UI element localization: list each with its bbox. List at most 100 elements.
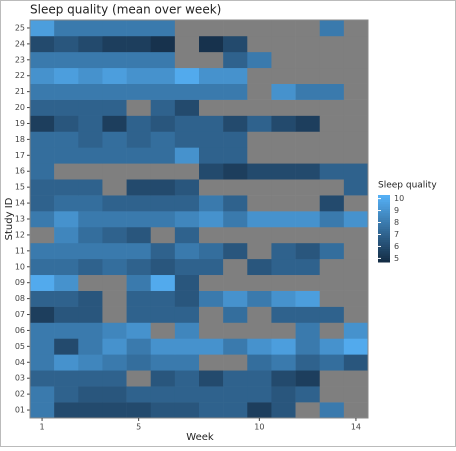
heat-cell xyxy=(126,83,152,100)
heat-cell xyxy=(126,179,152,196)
heat-cell xyxy=(199,35,224,53)
heat-cell xyxy=(78,402,103,419)
heat-cell xyxy=(247,99,272,116)
colorbar-step xyxy=(378,244,390,247)
heat-cell xyxy=(199,306,224,323)
heat-cell xyxy=(295,338,321,355)
heat-cell xyxy=(319,131,345,148)
heat-cell xyxy=(126,115,152,132)
heat-cell xyxy=(174,258,200,276)
heat-cell xyxy=(102,147,127,164)
heat-cell xyxy=(78,20,103,37)
y-tick-label: 15 xyxy=(15,183,25,192)
heat-cell xyxy=(199,115,224,132)
heat-cell xyxy=(199,179,224,196)
colorbar-step xyxy=(378,217,390,221)
heat-cell xyxy=(223,226,248,244)
heat-cell xyxy=(295,20,321,37)
heat-cell xyxy=(174,226,200,244)
heat-cell xyxy=(319,83,345,100)
heat-cell xyxy=(174,147,200,164)
heat-cell xyxy=(223,99,248,116)
heat-cell xyxy=(247,20,272,37)
heat-cell xyxy=(102,354,127,371)
y-axis-label: Study ID xyxy=(4,197,15,240)
heat-cell xyxy=(271,306,296,323)
heat-cell xyxy=(150,226,176,244)
legend-tick-label: 7 xyxy=(394,230,399,239)
heat-cell xyxy=(54,211,79,228)
heat-cell xyxy=(343,274,369,291)
heat-cell xyxy=(174,51,200,69)
heat-cell xyxy=(174,290,200,307)
heat-cell xyxy=(174,163,200,180)
heat-cell xyxy=(78,338,103,355)
panel-border xyxy=(29,19,369,419)
heat-cell xyxy=(150,99,176,116)
colorbar-step xyxy=(378,210,390,214)
colorbar-step xyxy=(378,255,390,259)
heat-cell xyxy=(295,179,321,196)
heat-cell xyxy=(319,20,345,37)
y-tick-label: 16 xyxy=(15,167,25,176)
heat-cell xyxy=(223,386,248,403)
heat-cell xyxy=(343,322,369,339)
heat-cell xyxy=(126,354,152,371)
heat-cell xyxy=(174,179,200,196)
heat-cell xyxy=(247,67,272,84)
x-tick-label: 5 xyxy=(136,423,141,432)
heat-cell xyxy=(247,195,272,212)
heat-cell xyxy=(126,35,152,53)
heat-cell xyxy=(102,83,127,100)
heat-cell xyxy=(174,67,200,84)
heat-cell xyxy=(343,51,369,69)
heat-cell xyxy=(319,147,345,164)
heat-cell xyxy=(319,242,345,260)
heat-cell xyxy=(126,258,152,276)
heat-cell xyxy=(271,354,296,371)
heat-cell xyxy=(295,115,321,132)
x-tick-label: 10 xyxy=(254,423,264,432)
heat-cell xyxy=(199,258,224,276)
heat-cell xyxy=(343,179,369,196)
colorbar-step xyxy=(378,257,390,261)
colorbar-step xyxy=(378,259,390,263)
heat-cell xyxy=(223,290,248,307)
colorbar-step xyxy=(378,206,390,209)
heat-cell xyxy=(102,211,127,228)
y-tick-label: 25 xyxy=(15,23,25,32)
heat-cell xyxy=(54,370,79,387)
heat-cell xyxy=(150,147,176,164)
heat-cell xyxy=(150,306,176,323)
heat-cell xyxy=(343,242,369,260)
heat-cell xyxy=(247,115,272,132)
heat-cell xyxy=(102,179,127,196)
heat-cell xyxy=(78,322,103,339)
colorbar-step xyxy=(378,235,390,238)
heat-cell xyxy=(102,274,127,291)
heat-cell xyxy=(30,370,55,387)
heat-cell xyxy=(30,274,55,291)
heat-cell xyxy=(271,51,296,69)
heat-cell xyxy=(54,179,79,196)
heat-cell xyxy=(295,242,321,260)
heat-cell xyxy=(343,195,369,212)
heat-cell xyxy=(78,83,103,100)
heat-cell xyxy=(223,35,248,53)
heat-cell xyxy=(295,83,321,100)
heat-cell xyxy=(126,211,152,228)
heat-cell xyxy=(54,67,79,84)
y-tick-label: 11 xyxy=(15,246,25,255)
colorbar-step xyxy=(378,239,390,243)
heat-cell xyxy=(78,226,103,244)
heat-cell xyxy=(102,322,127,339)
heat-cell xyxy=(78,131,103,148)
y-tick-label: 22 xyxy=(15,71,25,80)
heat-cell xyxy=(223,20,248,37)
heat-cell xyxy=(319,195,345,212)
heat-cell xyxy=(247,163,272,180)
heat-cell xyxy=(319,258,345,276)
heat-cell xyxy=(150,274,176,291)
heat-cell xyxy=(30,386,55,403)
